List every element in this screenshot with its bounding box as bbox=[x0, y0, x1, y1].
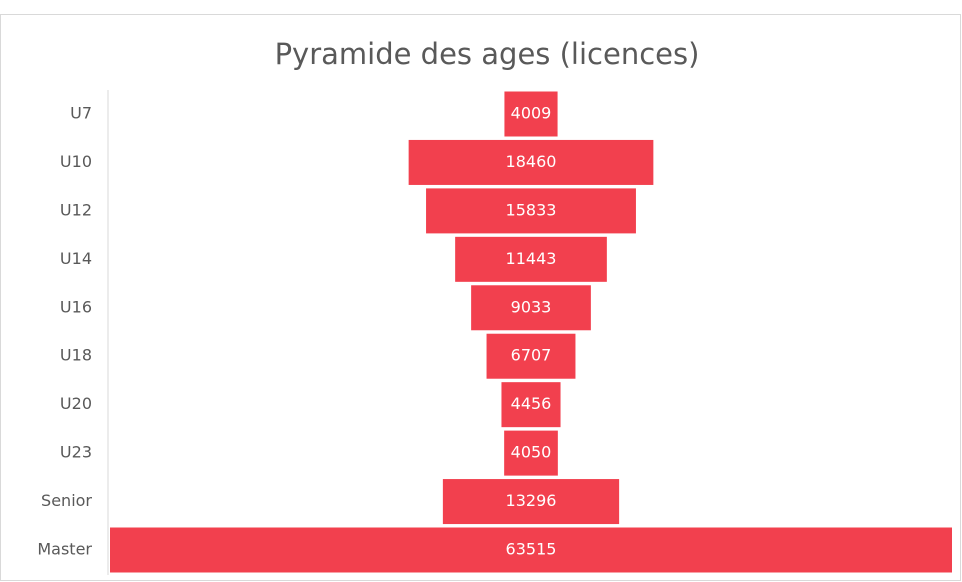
funnel-bar bbox=[110, 527, 952, 573]
category-label: Senior bbox=[41, 491, 92, 510]
funnel-bar bbox=[504, 91, 558, 137]
category-label: U10 bbox=[60, 152, 92, 171]
data-label: 15833 bbox=[506, 200, 557, 219]
category-label: U16 bbox=[60, 297, 92, 316]
category-label: U23 bbox=[60, 443, 92, 462]
data-label: 9033 bbox=[511, 297, 552, 316]
data-label: 11443 bbox=[506, 249, 557, 268]
chart-title: Pyramide des ages (licences) bbox=[275, 37, 700, 71]
data-label: 4009 bbox=[511, 104, 552, 123]
data-label: 4456 bbox=[511, 394, 552, 413]
category-label: Master bbox=[37, 540, 92, 559]
funnel-bar bbox=[504, 430, 558, 476]
funnel-bar bbox=[408, 139, 654, 185]
data-label: 4050 bbox=[511, 443, 552, 462]
funnel-bar bbox=[486, 333, 576, 379]
data-label: 13296 bbox=[506, 491, 557, 510]
data-label: 63515 bbox=[506, 540, 557, 559]
data-label: 6707 bbox=[511, 346, 552, 365]
category-label: U12 bbox=[60, 200, 92, 219]
category-label: U20 bbox=[60, 394, 92, 413]
category-label: U7 bbox=[70, 104, 92, 123]
category-label: U14 bbox=[60, 249, 92, 268]
category-label: U18 bbox=[60, 346, 92, 365]
funnel-bar bbox=[501, 382, 561, 428]
data-label: 18460 bbox=[506, 152, 557, 171]
funnel-bar bbox=[426, 188, 636, 234]
funnel-bar bbox=[471, 285, 591, 331]
funnel-bar bbox=[442, 479, 620, 525]
funnel-bar bbox=[455, 236, 607, 282]
